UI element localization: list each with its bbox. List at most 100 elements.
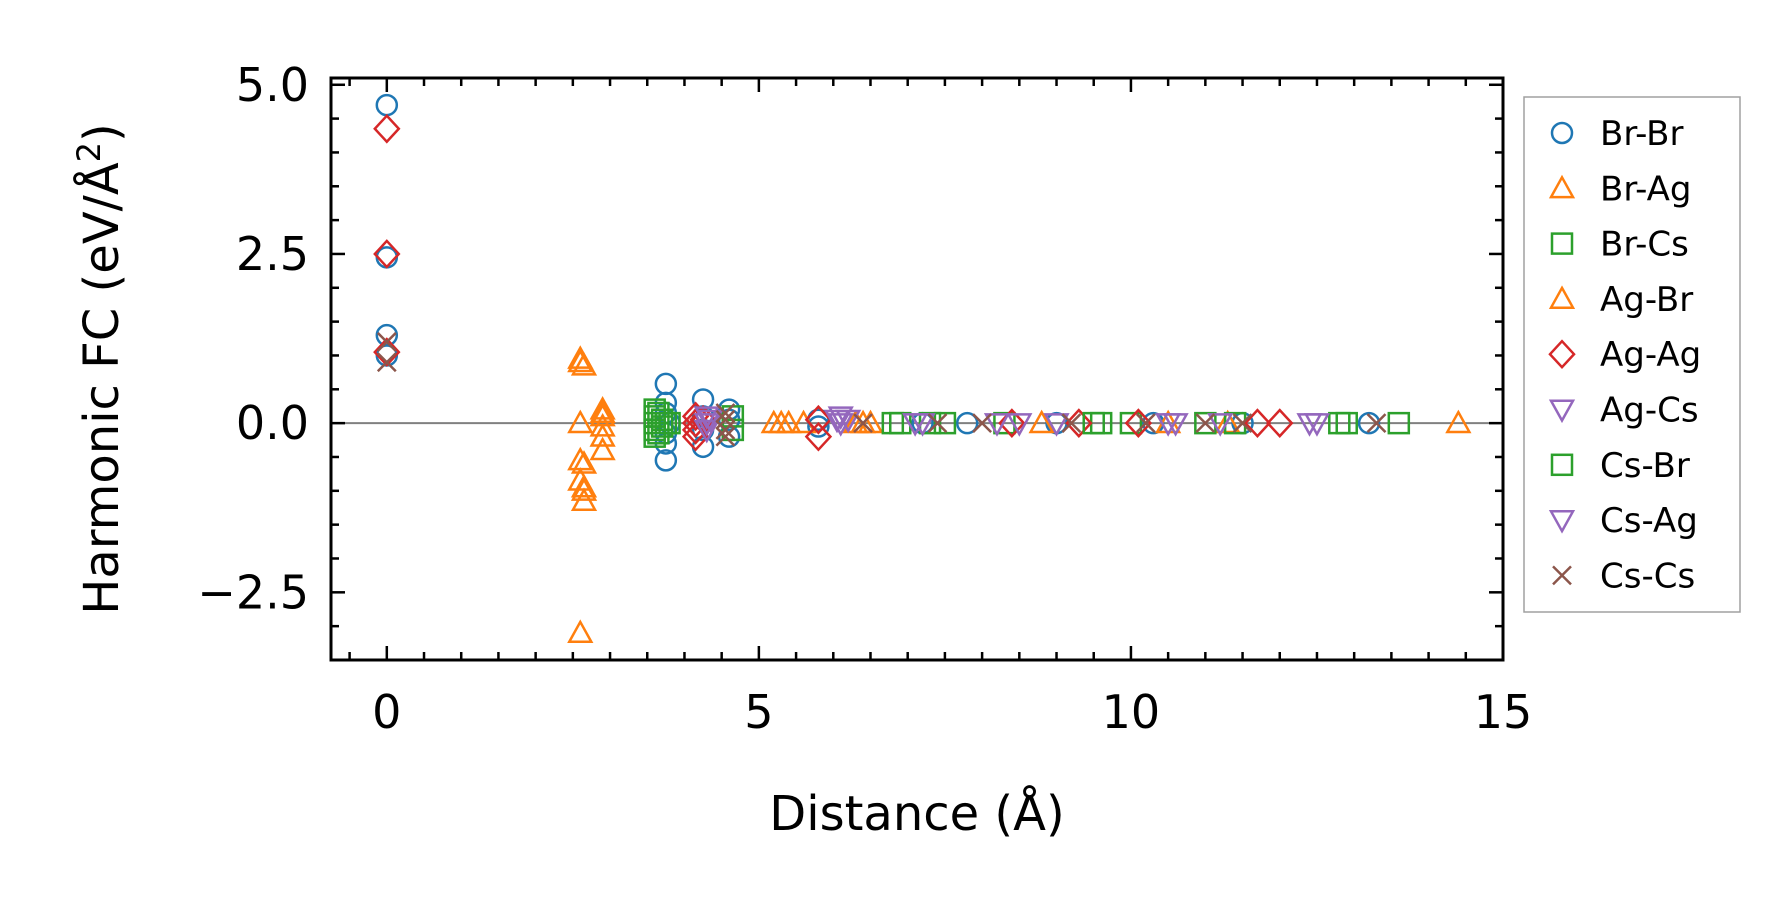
data-point-ag-ag [373, 239, 401, 269]
data-point-ag-cs [983, 413, 1011, 437]
data-point-br-ag [589, 396, 616, 420]
data-point-cs-ag [823, 409, 851, 434]
data-point-br-cs [650, 415, 674, 438]
x-tick-label: 15 [1474, 685, 1533, 739]
legend-entry: Ag-Br [1548, 280, 1693, 320]
y-axis-label-main: Harmonic FC (eV/Å [73, 162, 130, 615]
data-point-br-br [1357, 411, 1381, 435]
x-tick-label: 0 [372, 685, 401, 739]
x-axis-label: Distance (Å) [769, 785, 1064, 842]
x-tick-label: 10 [1102, 685, 1161, 739]
data-point-ag-ag [1124, 408, 1153, 438]
legend-marker-ag-cs [1548, 399, 1576, 424]
series-cs-cs [376, 332, 1387, 447]
data-point-cs-cs [1366, 413, 1387, 434]
data-point-ag-cs [827, 406, 854, 430]
data-point-ag-br [570, 450, 598, 474]
legend-label: Br-Ag [1600, 169, 1692, 209]
data-point-cs-br [1082, 411, 1105, 435]
data-point-ag-cs [1043, 413, 1070, 437]
data-point-ag-ag [1266, 408, 1294, 438]
legend-marker-cs-cs [1552, 565, 1572, 586]
y-tick-label: 2.5 [236, 227, 309, 281]
data-point-br-br [955, 411, 979, 435]
x-tick-label: 5 [744, 685, 773, 739]
legend-marker-ag-ag [1548, 339, 1576, 370]
data-point-br-cs [933, 411, 957, 435]
data-point-ag-br [567, 348, 594, 373]
legend-label: Cs-Ag [1600, 501, 1698, 541]
series-cs-br [647, 401, 1358, 445]
data-point-ag-br [768, 409, 795, 434]
data-point-cs-cs [1061, 413, 1082, 434]
data-point-cs-ag [902, 413, 929, 437]
data-point-cs-br [654, 411, 678, 435]
data-point-ag-ag [373, 337, 401, 367]
y-tick-label: 5.0 [236, 58, 309, 112]
data-point-cs-cs [1195, 413, 1216, 434]
data-point-br-cs [1119, 411, 1143, 435]
data-point-ag-br [570, 477, 598, 501]
data-point-cs-cs [715, 409, 736, 430]
data-point-br-ag [570, 352, 598, 376]
data-points [373, 93, 1472, 643]
legend-marker-ag-br [1548, 285, 1576, 309]
legend-entry: Br-Br [1550, 114, 1684, 154]
data-point-cs-cs [376, 332, 397, 352]
data-point-cs-cs [376, 352, 397, 373]
data-point-ag-ag [998, 408, 1026, 438]
data-point-br-ag [567, 409, 594, 434]
data-point-br-ag [570, 473, 598, 498]
data-point-br-cs [1387, 411, 1411, 435]
data-point-br-br [691, 388, 715, 411]
legend-marker-br-cs [1550, 232, 1574, 255]
data-point-ag-ag [804, 421, 833, 452]
data-point-cs-cs [927, 413, 948, 434]
legend-entry: Ag-Ag [1548, 335, 1701, 375]
data-point-br-ag [589, 436, 616, 461]
data-point-ag-ag [1243, 408, 1272, 438]
data-point-ag-ag [373, 113, 401, 144]
legend-marker-cs-ag [1548, 510, 1576, 534]
data-point-ag-cs [693, 413, 720, 437]
data-point-cs-ag [1006, 413, 1033, 437]
data-point-br-br [654, 449, 678, 472]
data-point-cs-cs [853, 413, 873, 434]
legend-label: Cs-Br [1600, 446, 1690, 486]
data-point-br-ag [1028, 409, 1055, 434]
data-point-cs-cs [715, 426, 736, 447]
legend-label: Ag-Br [1600, 280, 1693, 320]
legend-label: Ag-Cs [1600, 391, 1699, 431]
data-point-cs-ag [1162, 413, 1189, 437]
legend-marker-br-ag [1548, 174, 1576, 199]
legend-entry: Cs-Cs [1552, 556, 1695, 596]
data-point-ag-cs [693, 406, 720, 430]
data-point-br-ag [1445, 409, 1472, 434]
data-point-br-ag [589, 412, 616, 437]
legend-entry: Cs-Br [1550, 446, 1690, 486]
data-point-ag-ag [804, 404, 833, 435]
plot-frame [329, 76, 1505, 662]
legend-label: Cs-Cs [1600, 556, 1695, 596]
data-point-cs-br [1335, 411, 1358, 435]
legend-entry: Ag-Cs [1548, 391, 1699, 431]
data-point-ag-cs [693, 419, 720, 444]
legend-marker-br-br [1550, 121, 1574, 145]
data-point-ag-cs [1207, 413, 1234, 437]
data-point-br-br [807, 415, 830, 438]
series-ag-br [567, 348, 877, 501]
data-point-ag-br [849, 409, 877, 434]
data-point-cs-cs [715, 403, 736, 423]
data-point-cs-cs [1232, 413, 1253, 434]
data-point-cs-ag [1296, 413, 1323, 437]
legend-entry: Br-Cs [1550, 225, 1689, 265]
y-axis-label: Harmonic FC (eV/Å2) [70, 123, 130, 615]
legend-label: Ag-Ag [1600, 335, 1701, 375]
legend-label: Br-Cs [1600, 225, 1689, 265]
legend: Br-Br Br-Ag Br-Cs Ag-Br Ag-Ag Ag-Cs Cs-Br Cs-Ag… [1523, 96, 1741, 613]
data-point-br-ag [589, 423, 616, 447]
data-point-cs-cs [715, 420, 736, 440]
data-point-br-ag [567, 619, 594, 643]
plot-area: 0 5 10 15 −2.5 0.0 2.5 5.0 [197, 58, 1532, 739]
